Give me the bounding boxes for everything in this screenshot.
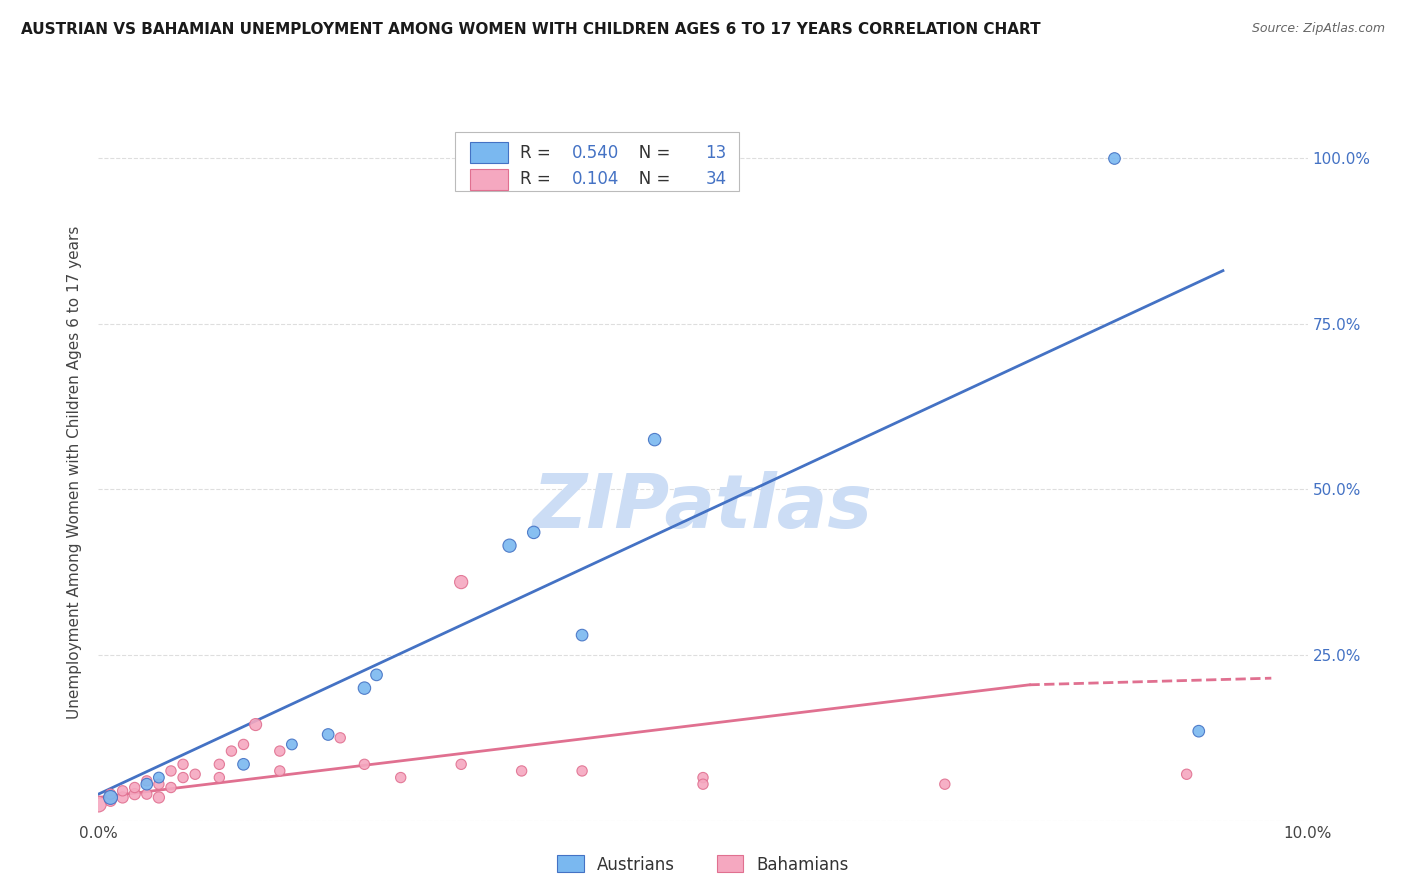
Legend: Austrians, Bahamians: Austrians, Bahamians (548, 847, 858, 882)
Point (353, 757, 375, 772)
Point (510, 764, 533, 778)
Point (172, 757, 194, 772)
Point (111, 790, 134, 805)
Text: 34: 34 (706, 170, 727, 188)
Point (366, 668, 388, 682)
Point (450, 575, 472, 590)
Point (232, 757, 254, 772)
Point (100, 790, 122, 805)
Point (1188, 724, 1211, 739)
Point (135, 773, 157, 788)
Point (269, 744, 291, 758)
Text: AUSTRIAN VS BAHAMIAN UNEMPLOYMENT AMONG WOMEN WITH CHILDREN AGES 6 TO 17 YEARS C: AUSTRIAN VS BAHAMIAN UNEMPLOYMENT AMONG … (21, 22, 1040, 37)
Point (245, 717, 267, 731)
Text: N =: N = (623, 144, 681, 161)
Text: N =: N = (623, 170, 681, 188)
Point (232, 738, 254, 752)
Text: ZIPatlas: ZIPatlas (533, 471, 873, 544)
Point (135, 777, 157, 791)
Point (100, 787, 122, 801)
Point (172, 771, 194, 785)
Point (208, 771, 231, 785)
FancyBboxPatch shape (456, 132, 740, 191)
FancyBboxPatch shape (470, 142, 509, 163)
Text: Source: ZipAtlas.com: Source: ZipAtlas.com (1251, 22, 1385, 36)
Point (184, 767, 207, 781)
Point (353, 681, 375, 695)
Point (100, 794, 122, 808)
Point (389, 771, 412, 785)
Point (692, 777, 714, 791)
Point (692, 771, 714, 785)
Point (450, 757, 472, 772)
Point (316, 727, 339, 741)
Text: R =: R = (520, 144, 561, 161)
Point (208, 757, 231, 772)
Point (1175, 767, 1198, 781)
Point (160, 764, 183, 778)
Point (221, 744, 243, 758)
Point (281, 738, 304, 752)
Text: 0.104: 0.104 (572, 170, 619, 188)
Point (148, 790, 170, 805)
Point (1102, 151, 1125, 165)
Point (934, 777, 956, 791)
Text: 13: 13 (706, 144, 727, 161)
Point (148, 771, 170, 785)
Point (571, 628, 593, 642)
Point (87, 797, 110, 811)
Y-axis label: Unemployment Among Women with Children Ages 6 to 17 years: Unemployment Among Women with Children A… (67, 226, 83, 720)
Point (135, 787, 157, 801)
Point (269, 764, 291, 778)
Text: R =: R = (520, 170, 561, 188)
Point (523, 525, 546, 540)
Point (329, 731, 352, 745)
Point (160, 780, 183, 795)
Point (498, 539, 520, 553)
Point (644, 433, 666, 447)
Point (571, 764, 593, 778)
Point (124, 787, 146, 801)
Text: 0.540: 0.540 (572, 144, 619, 161)
Point (111, 784, 134, 798)
Point (124, 780, 146, 795)
FancyBboxPatch shape (470, 169, 509, 190)
Point (148, 777, 170, 791)
